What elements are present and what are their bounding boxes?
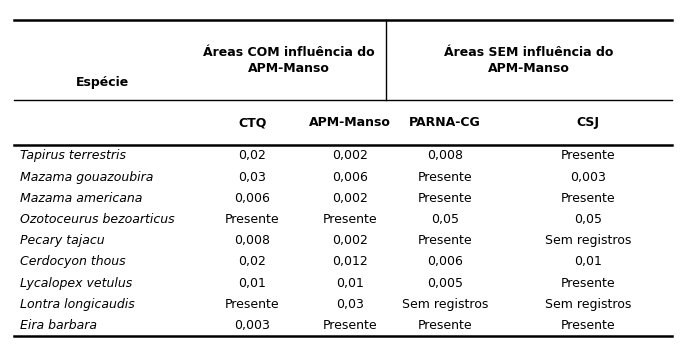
Text: Sem registros: Sem registros bbox=[545, 234, 632, 247]
Text: Sem registros: Sem registros bbox=[402, 298, 488, 311]
Text: 0,05: 0,05 bbox=[574, 213, 602, 226]
Text: 0,03: 0,03 bbox=[335, 298, 364, 311]
Text: 0,02: 0,02 bbox=[239, 149, 266, 162]
Text: 0,003: 0,003 bbox=[235, 319, 270, 332]
Text: 0,01: 0,01 bbox=[239, 277, 266, 290]
Text: Presente: Presente bbox=[561, 192, 615, 205]
Text: 0,008: 0,008 bbox=[235, 234, 270, 247]
Text: Presente: Presente bbox=[418, 319, 473, 332]
Text: Presente: Presente bbox=[225, 213, 280, 226]
Text: Espécie: Espécie bbox=[76, 76, 129, 89]
Text: Presente: Presente bbox=[418, 170, 473, 183]
Text: Presente: Presente bbox=[418, 234, 473, 247]
Text: 0,01: 0,01 bbox=[335, 277, 364, 290]
Text: APM-Manso: APM-Manso bbox=[309, 116, 390, 129]
Text: Áreas SEM influência do
APM-Manso: Áreas SEM influência do APM-Manso bbox=[445, 46, 614, 75]
Text: Áreas COM influência do
APM-Manso: Áreas COM influência do APM-Manso bbox=[203, 46, 375, 75]
Text: 0,05: 0,05 bbox=[431, 213, 459, 226]
Text: Presente: Presente bbox=[322, 213, 377, 226]
Text: Presente: Presente bbox=[561, 319, 615, 332]
Text: Mazama americana: Mazama americana bbox=[21, 192, 143, 205]
Text: Tapirus terrestris: Tapirus terrestris bbox=[21, 149, 126, 162]
Text: 0,02: 0,02 bbox=[239, 256, 266, 268]
Text: 0,002: 0,002 bbox=[331, 192, 368, 205]
Text: Presente: Presente bbox=[561, 149, 615, 162]
Text: Presente: Presente bbox=[322, 319, 377, 332]
Text: 0,006: 0,006 bbox=[331, 170, 368, 183]
Text: 0,008: 0,008 bbox=[427, 149, 463, 162]
Text: Pecary tajacu: Pecary tajacu bbox=[21, 234, 105, 247]
Text: Lontra longicaudis: Lontra longicaudis bbox=[21, 298, 135, 311]
Text: 0,006: 0,006 bbox=[235, 192, 270, 205]
Text: Eira barbara: Eira barbara bbox=[21, 319, 97, 332]
Text: Ozotoceurus bezoarticus: Ozotoceurus bezoarticus bbox=[21, 213, 175, 226]
Text: 0,006: 0,006 bbox=[427, 256, 463, 268]
Text: CTQ: CTQ bbox=[238, 116, 267, 129]
Text: 0,002: 0,002 bbox=[331, 234, 368, 247]
Text: Cerdocyon thous: Cerdocyon thous bbox=[21, 256, 126, 268]
Text: Presente: Presente bbox=[561, 277, 615, 290]
Text: PARNA-CG: PARNA-CG bbox=[410, 116, 481, 129]
Text: 0,03: 0,03 bbox=[239, 170, 266, 183]
Text: 0,005: 0,005 bbox=[427, 277, 463, 290]
Text: Presente: Presente bbox=[418, 192, 473, 205]
Text: 0,012: 0,012 bbox=[332, 256, 368, 268]
Text: 0,002: 0,002 bbox=[331, 149, 368, 162]
Text: CSJ: CSJ bbox=[577, 116, 600, 129]
Text: 0,01: 0,01 bbox=[574, 256, 602, 268]
Text: Sem registros: Sem registros bbox=[545, 298, 632, 311]
Text: Presente: Presente bbox=[225, 298, 280, 311]
Text: Lycalopex vetulus: Lycalopex vetulus bbox=[21, 277, 132, 290]
Text: 0,003: 0,003 bbox=[570, 170, 606, 183]
Text: Mazama gouazoubira: Mazama gouazoubira bbox=[21, 170, 154, 183]
